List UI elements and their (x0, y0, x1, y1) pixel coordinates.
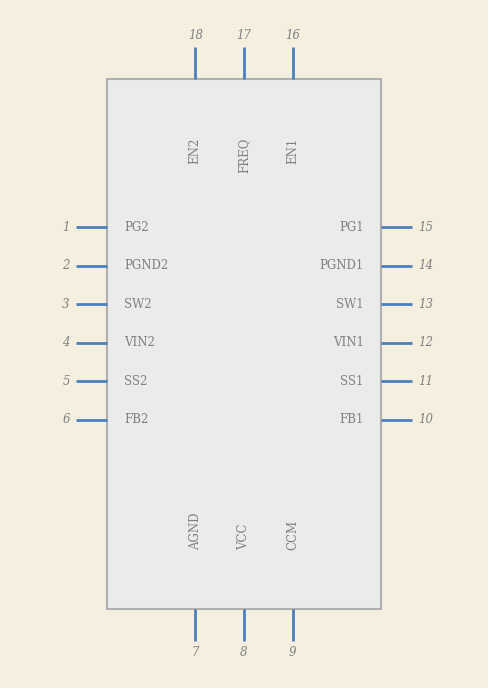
Text: 14: 14 (418, 259, 433, 272)
Text: 18: 18 (188, 29, 203, 42)
Text: 17: 17 (237, 29, 251, 42)
Text: 12: 12 (418, 336, 433, 349)
Text: FB1: FB1 (339, 413, 364, 426)
Text: SW1: SW1 (336, 298, 364, 310)
Text: EN1: EN1 (286, 138, 299, 164)
Text: 10: 10 (418, 413, 433, 426)
Text: 16: 16 (285, 29, 300, 42)
Text: 6: 6 (62, 413, 70, 426)
Text: SS1: SS1 (340, 375, 364, 387)
Text: 4: 4 (62, 336, 70, 349)
Text: AGND: AGND (189, 513, 202, 550)
Text: EN2: EN2 (189, 138, 202, 164)
Text: VIN1: VIN1 (333, 336, 364, 349)
Text: VIN2: VIN2 (124, 336, 155, 349)
Text: FB2: FB2 (124, 413, 149, 426)
Text: CCM: CCM (286, 520, 299, 550)
Text: PG1: PG1 (339, 221, 364, 233)
Text: SS2: SS2 (124, 375, 148, 387)
Text: 11: 11 (418, 375, 433, 387)
Text: VCC: VCC (238, 524, 250, 550)
Text: 13: 13 (418, 298, 433, 310)
Text: PG2: PG2 (124, 221, 149, 233)
Text: 2: 2 (62, 259, 70, 272)
Text: 7: 7 (191, 646, 199, 659)
Text: SW2: SW2 (124, 298, 152, 310)
Text: 8: 8 (240, 646, 248, 659)
Text: 3: 3 (62, 298, 70, 310)
Text: PGND1: PGND1 (319, 259, 364, 272)
Text: 1: 1 (62, 221, 70, 233)
Text: 5: 5 (62, 375, 70, 387)
Text: 15: 15 (418, 221, 433, 233)
Bar (107, 79, 381, 609)
Text: PGND2: PGND2 (124, 259, 169, 272)
Text: FREQ: FREQ (238, 138, 250, 173)
Text: 9: 9 (289, 646, 297, 659)
